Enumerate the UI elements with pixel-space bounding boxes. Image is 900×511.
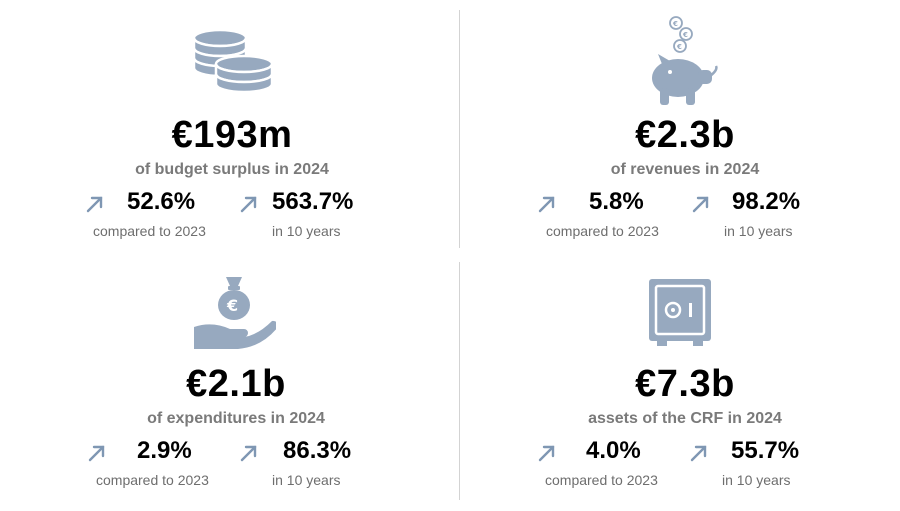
svg-text:€: € [672,20,678,28]
svg-text:€: € [682,31,688,39]
caption-yoy: compared to 2023 [545,472,658,488]
stat-subtitle: of expenditures in 2024 [147,410,325,427]
caption-10y: in 10 years [722,472,791,488]
arrow-up-right-icon [688,442,710,464]
stat-value: €2.1b [186,363,286,405]
card-revenues: € € € €2.3b of revenues in 2024 5.8% com… [450,0,900,255]
arrow-up-right-icon [536,442,558,464]
caption-yoy: compared to 2023 [96,472,209,488]
card-crf-assets: €7.3b assets of the CRF in 2024 4.0% com… [450,255,900,510]
arrow-up-right-icon [84,193,106,215]
percent-change-yoy: 5.8% [589,188,644,215]
percent-change-10y: 86.3% [283,437,352,464]
card-expenditures: € €2.1b of expenditures in 2024 2.9% com… [0,255,450,510]
percent-change-yoy: 4.0% [586,437,641,464]
percent-change-yoy: 52.6% [127,188,196,215]
percent-change-10y: 98.2% [732,188,801,215]
stat-subtitle: of revenues in 2024 [610,161,760,178]
vertical-divider-top [459,10,460,248]
stat-subtitle: assets of the CRF in 2024 [588,410,782,427]
arrow-up-right-icon [536,193,558,215]
svg-text:€: € [226,296,238,315]
arrow-up-right-icon [238,442,260,464]
svg-text:€: € [676,43,682,51]
arrow-up-right-icon [690,193,712,215]
caption-yoy: compared to 2023 [546,223,659,239]
arrow-up-right-icon [86,442,108,464]
stat-value: €2.3b [635,114,735,156]
card-budget-surplus: €193m of budget surplus in 2024 52.6% co… [0,0,450,255]
caption-10y: in 10 years [724,223,793,239]
stat-subtitle: of budget surplus in 2024 [135,161,329,178]
caption-10y: in 10 years [272,472,341,488]
percent-change-10y: 563.7% [272,188,354,215]
percent-change-yoy: 2.9% [137,437,192,464]
caption-10y: in 10 years [272,223,341,239]
piggy-bank-icon: € € € [648,14,720,108]
arrow-up-right-icon [238,193,260,215]
money-bag-hand-icon: € [192,275,276,349]
stat-value: €193m [171,114,293,156]
coins-icon [192,28,276,96]
stat-value: €7.3b [635,363,735,405]
safe-icon [649,279,711,347]
vertical-divider-bottom [459,262,460,500]
percent-change-10y: 55.7% [731,437,800,464]
caption-yoy: compared to 2023 [93,223,206,239]
